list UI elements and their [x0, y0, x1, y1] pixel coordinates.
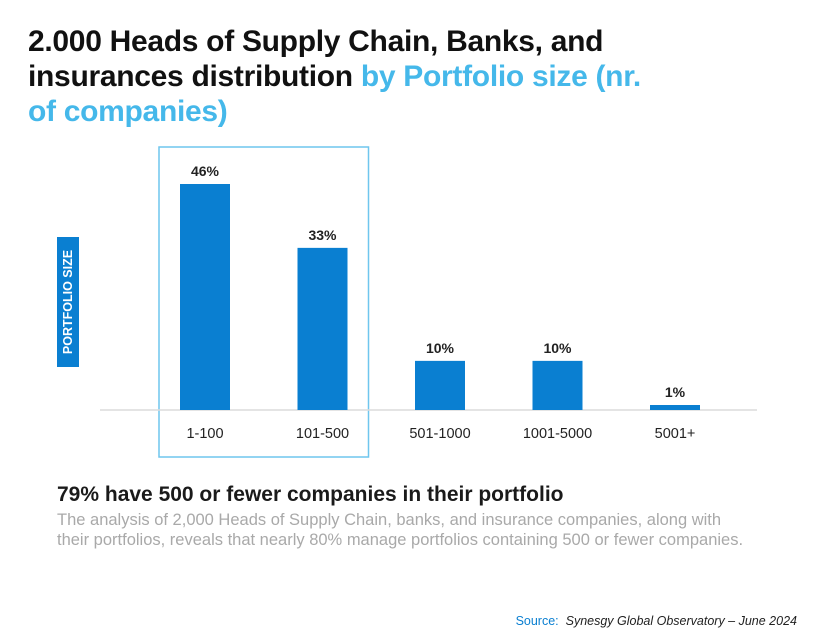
summary-headline: 79% have 500 or fewer companies in their… — [57, 483, 564, 506]
bar-1001-5000 — [532, 360, 583, 410]
chart-title: 2.000 Heads of Supply Chain, Banks, and … — [28, 24, 648, 129]
summary-description: The analysis of 2,000 Heads of Supply Ch… — [57, 511, 744, 549]
bar-501-1000 — [415, 360, 465, 410]
tick-label: 1-100 — [186, 426, 223, 442]
tick-label: 501-1000 — [409, 426, 470, 442]
highlight-box — [158, 146, 370, 458]
y-axis-label-box — [57, 237, 79, 367]
data-label: 46% — [191, 163, 220, 179]
source-label: Source: — [515, 614, 559, 628]
source-note: Source: Synesgy Global Observatory – Jun… — [516, 614, 797, 628]
bar-1-100 — [180, 184, 230, 410]
tick-label: 1001-5000 — [523, 426, 592, 442]
data-label: 1% — [665, 384, 686, 400]
bar-101-500 — [297, 247, 348, 410]
tick-label: 5001+ — [655, 426, 696, 442]
source-text: Synesgy Global Observatory – June 2024 — [565, 614, 797, 628]
tick-label: 101-500 — [296, 426, 349, 442]
title-accent: by Portfolio size (nr. of companies) — [28, 60, 641, 128]
data-label: 10% — [543, 340, 572, 356]
data-label: 10% — [426, 340, 455, 356]
data-label: 33% — [308, 227, 337, 243]
y-axis-label: PORTFOLIO SIZE — [61, 250, 75, 354]
title-main: 2.000 Heads of Supply Chain, Banks, and … — [28, 25, 604, 93]
bar-5001+ — [650, 405, 700, 410]
